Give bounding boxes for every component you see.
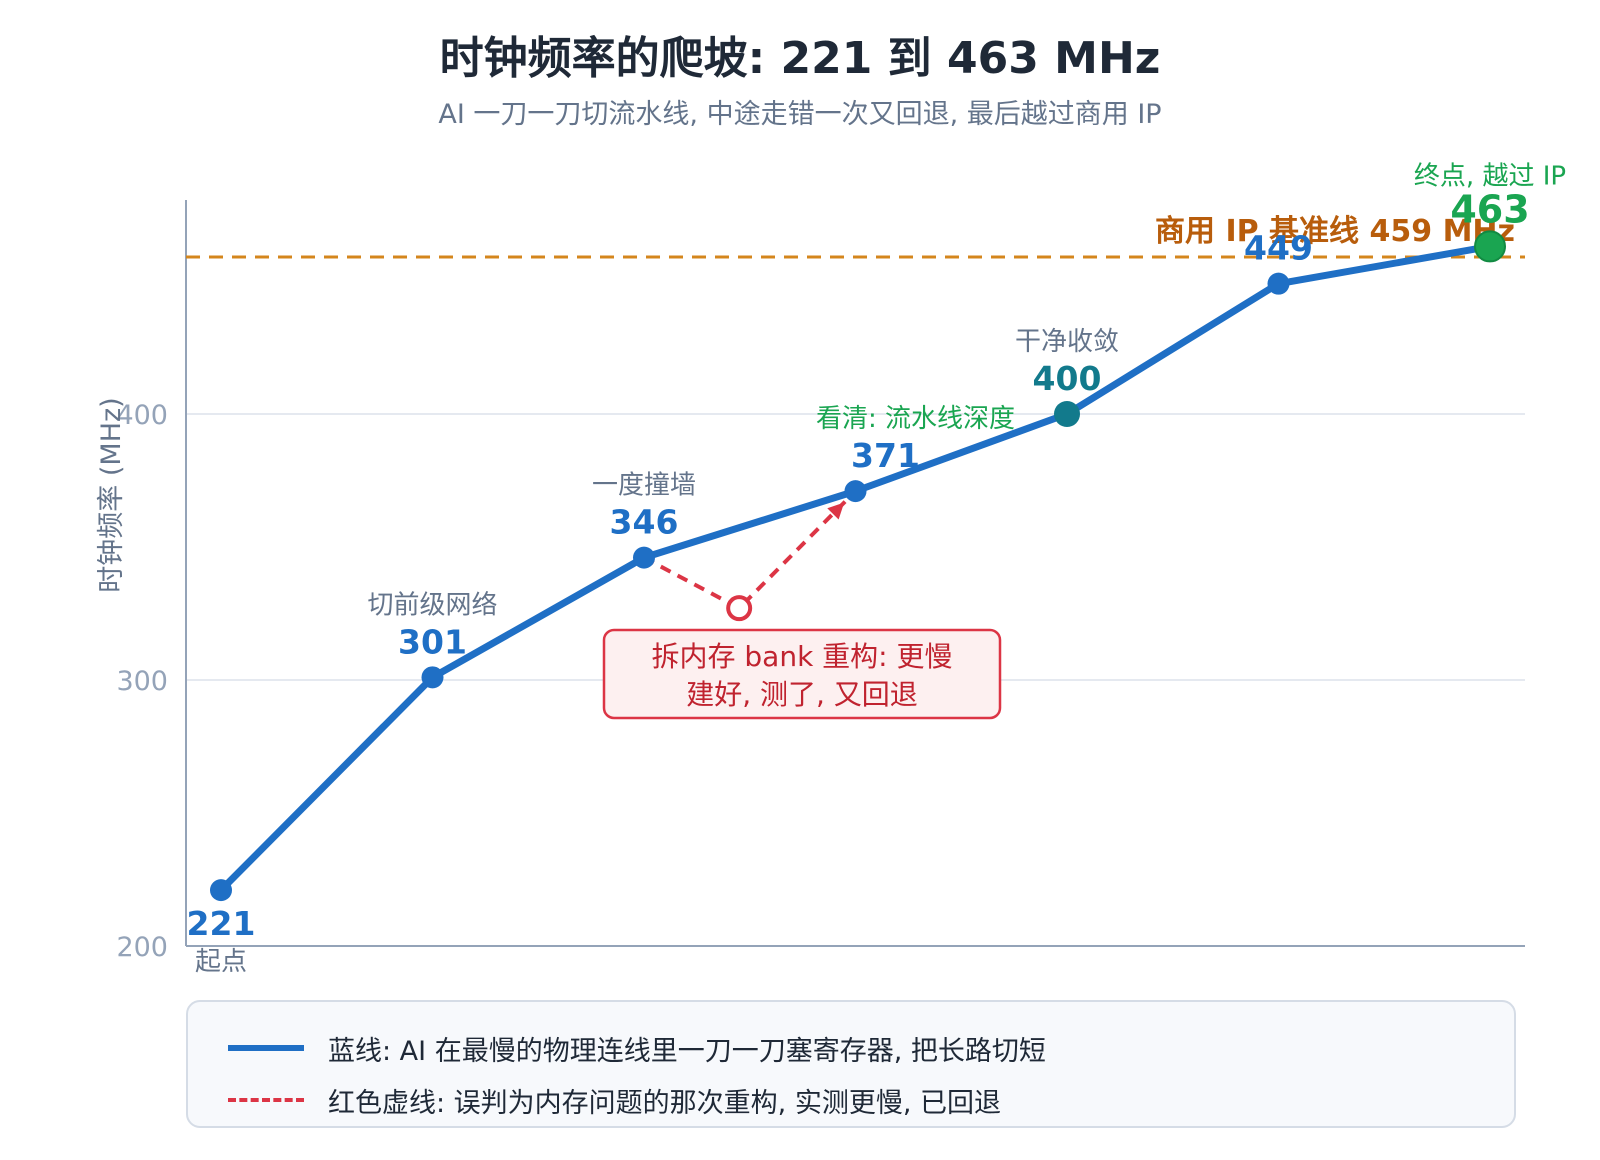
blue-series-line bbox=[217, 242, 1494, 894]
data-label: 463 bbox=[1450, 187, 1529, 231]
data-label: 449 bbox=[1244, 229, 1313, 268]
data-point bbox=[1054, 401, 1080, 427]
red-dip-marker bbox=[726, 595, 753, 622]
data-point bbox=[1474, 230, 1506, 263]
data-point bbox=[210, 879, 232, 902]
point-annotation: 一度撞墙 bbox=[592, 471, 696, 501]
legend-label: 红色虚线: 误判为内存问题的那次重构, 实测更慢, 已回退 bbox=[328, 1087, 1002, 1119]
y-axis-label: 时钟频率 (MHz) bbox=[96, 397, 127, 592]
legend-label: 蓝线: AI 在最慢的物理连线里一刀一刀塞寄存器, 把长路切短 bbox=[328, 1035, 1046, 1067]
callout-text: 建好, 测了, 又回退 bbox=[686, 678, 918, 711]
legend-item-blue: 蓝线: AI 在最慢的物理连线里一刀一刀塞寄存器, 把长路切短 bbox=[228, 1028, 1046, 1068]
legend-item-red: 红色虚线: 误判为内存问题的那次重构, 实测更慢, 已回退 bbox=[228, 1080, 1001, 1120]
legend-swatch-solid bbox=[228, 1045, 304, 1051]
chart-subtitle: AI 一刀一刀切流水线, 中途走错一次又回退, 最后越过商用 IP bbox=[438, 99, 1162, 130]
data-label: 346 bbox=[610, 503, 679, 542]
callout-text: 拆内存 bank 重构: 更慢 bbox=[651, 640, 952, 673]
data-point bbox=[844, 480, 867, 503]
data-point bbox=[421, 666, 444, 689]
point-annotation: 起点 bbox=[195, 947, 247, 977]
data-label: 221 bbox=[187, 904, 256, 943]
data-label: 301 bbox=[398, 622, 467, 661]
y-tick-label: 200 bbox=[116, 932, 168, 963]
red-dashed-arrowhead bbox=[827, 502, 845, 520]
legend-swatch-dashed bbox=[228, 1098, 304, 1102]
y-tick-label: 300 bbox=[116, 666, 168, 697]
reference-line-label: 商用 IP 基准线 459 MHz bbox=[1155, 214, 1515, 249]
data-point bbox=[1267, 272, 1290, 295]
data-label: 400 bbox=[1033, 359, 1102, 398]
point-annotation: 看清: 流水线深度 bbox=[816, 404, 1015, 434]
data-point bbox=[633, 546, 655, 569]
callout-box bbox=[602, 628, 1002, 720]
point-annotation: 切前级网络 bbox=[367, 590, 497, 620]
point-annotation: 干净收敛 bbox=[1015, 327, 1119, 357]
chart-title: 时钟频率的爬坡: 221 到 463 MHz bbox=[439, 33, 1161, 84]
red-dashed-series-line bbox=[643, 489, 857, 611]
y-tick-label: 400 bbox=[116, 400, 168, 431]
legend: 蓝线: AI 在最慢的物理连线里一刀一刀塞寄存器, 把长路切短 红色虚线: 误判… bbox=[186, 1000, 1516, 1128]
point-annotation: 终点, 越过 IP bbox=[1414, 161, 1566, 191]
data-label: 371 bbox=[851, 436, 920, 475]
